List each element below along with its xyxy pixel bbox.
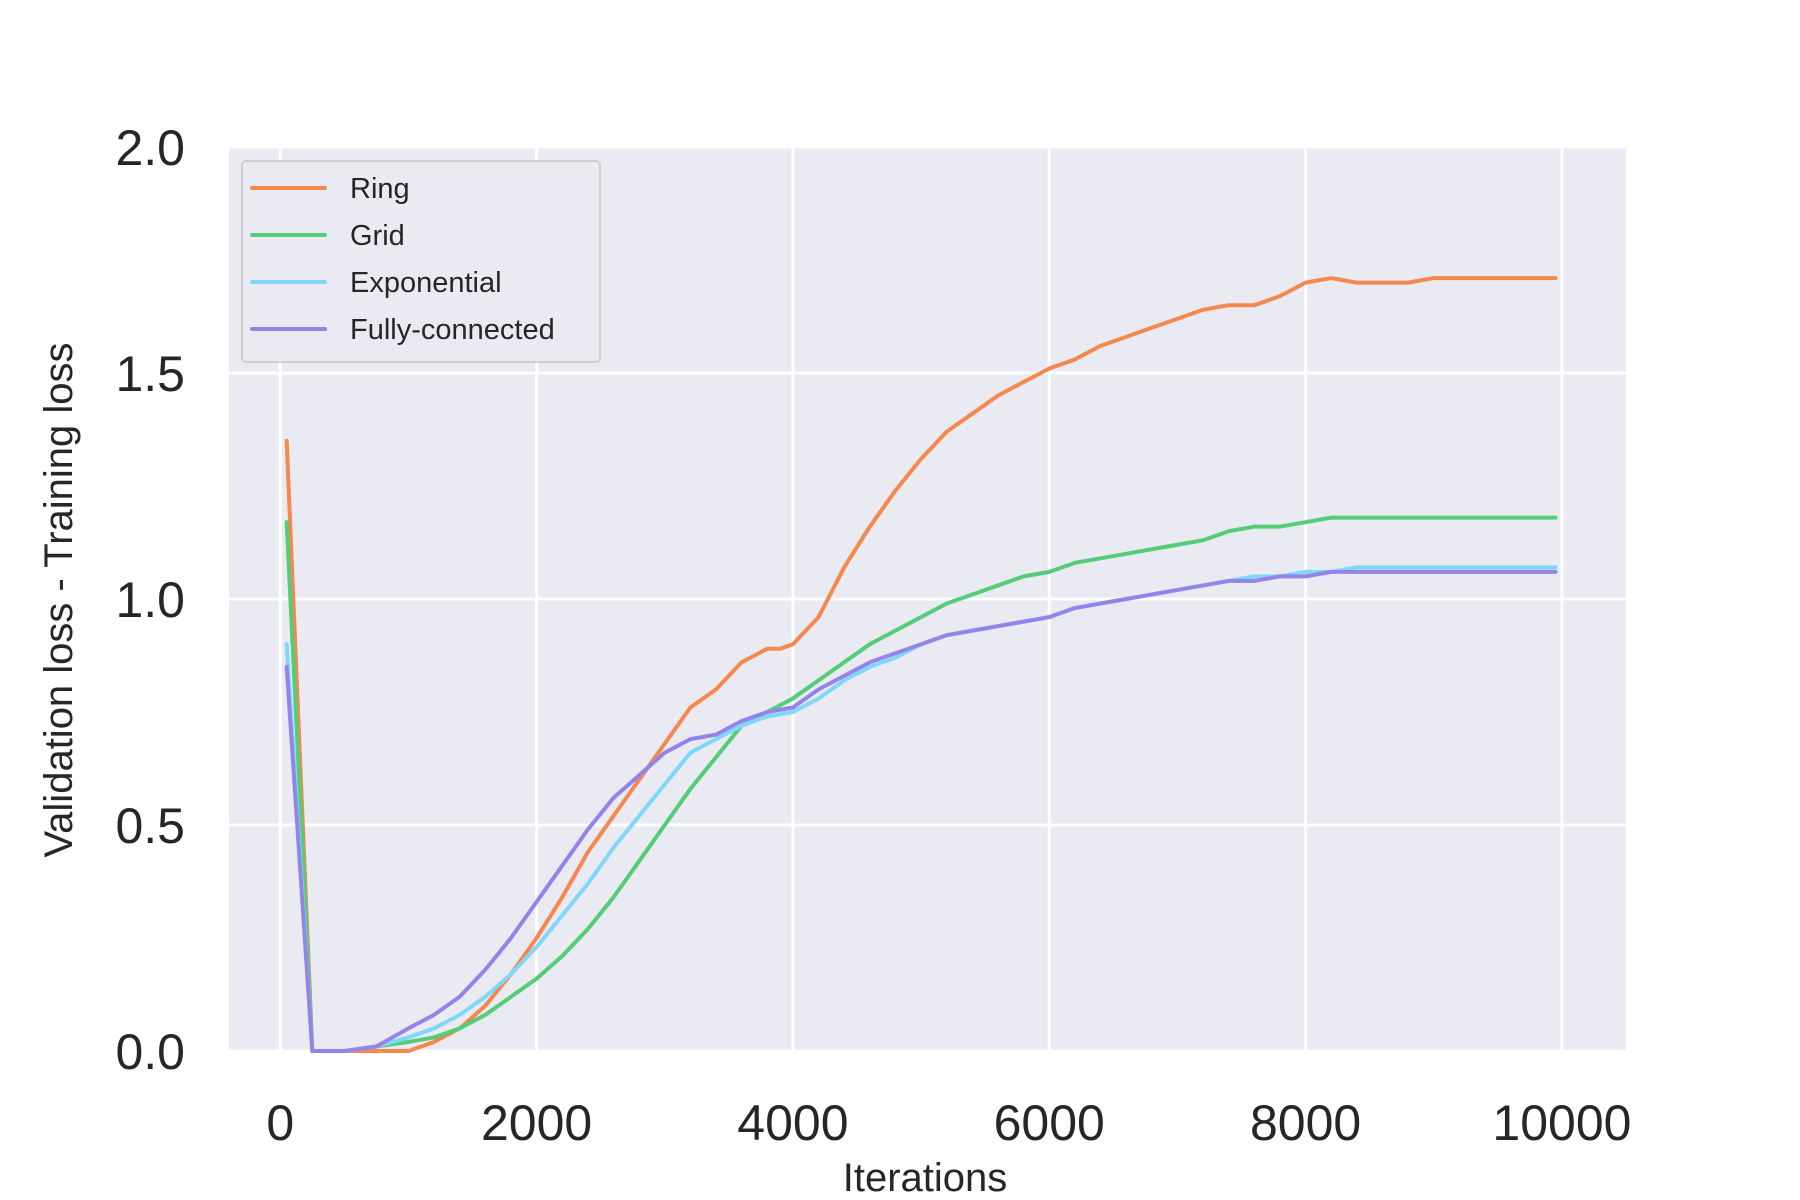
legend-label: Ring [350, 173, 410, 205]
y-tick-label: 1.0 [115, 572, 185, 628]
x-tick-label: 8000 [1250, 1095, 1361, 1151]
series-line [284, 515, 1558, 1053]
y-axis-label: Validation loss - Training loss [37, 342, 81, 857]
legend-label: Exponential [350, 267, 502, 299]
x-tick-label: 0 [266, 1095, 294, 1151]
plot-area: Ring Grid Exponential Fully-connected [229, 145, 1626, 1053]
x-tick-label: 4000 [737, 1095, 848, 1151]
series-line [284, 276, 1558, 1053]
legend-box [241, 160, 601, 363]
legend: Ring Grid Exponential Fully-connected [241, 160, 601, 363]
y-tick-label: 0.0 [115, 1024, 185, 1080]
x-tick-label: 10000 [1492, 1095, 1631, 1151]
y-tick-label: 1.5 [115, 346, 185, 402]
x-tick-label: 6000 [994, 1095, 1105, 1151]
legend-label: Grid [350, 220, 405, 252]
y-tick-label: 2.0 [115, 120, 185, 176]
x-axis-label: Iterations [843, 1156, 1008, 1200]
series-line [284, 569, 1558, 1053]
x-tick-label: 2000 [481, 1095, 592, 1151]
y-tick-label: 0.5 [115, 798, 185, 854]
legend-label: Fully-connected [350, 314, 555, 346]
